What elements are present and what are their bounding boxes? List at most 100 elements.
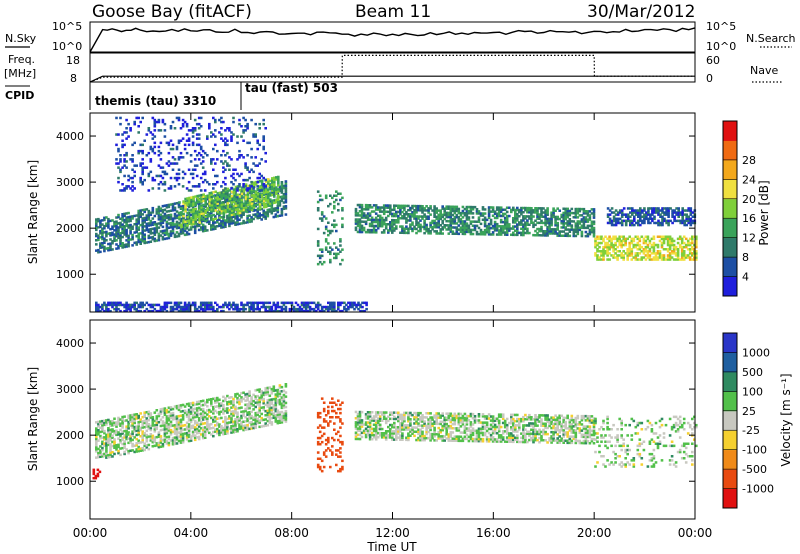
heatmap-cell: [254, 135, 257, 138]
heatmap-cell: [681, 209, 684, 212]
heatmap-cell: [109, 232, 112, 235]
heatmap-cell: [459, 218, 463, 221]
heatmap-cell: [163, 229, 167, 232]
heatmap-cell: [214, 135, 217, 138]
heatmap-cell: [153, 411, 157, 414]
heatmap-cell: [524, 223, 527, 226]
y-tick-label: 1000: [56, 268, 84, 281]
heatmap-cell: [608, 239, 611, 243]
heatmap-cell: [119, 234, 122, 237]
heatmap-cell: [356, 222, 360, 225]
heatmap-cell: [97, 431, 100, 434]
heatmap-cell: [634, 252, 638, 255]
heatmap-cell: [147, 309, 151, 313]
heatmap-cell: [592, 210, 596, 213]
heatmap-cell: [322, 260, 326, 264]
heatmap-cell: [489, 218, 493, 222]
heatmap-cell: [195, 174, 199, 178]
heatmap-cell: [173, 162, 177, 165]
heatmap-cell: [214, 225, 217, 228]
heatmap-cell: [272, 207, 276, 210]
heatmap-cell: [672, 248, 676, 251]
heatmap-cell: [314, 309, 318, 313]
heatmap-cell: [405, 225, 408, 228]
heatmap-cell: [439, 211, 442, 214]
heatmap-cell: [566, 234, 569, 238]
heatmap-cell: [145, 307, 149, 311]
heatmap-cell: [214, 143, 217, 147]
heatmap-cell: [469, 207, 473, 211]
heatmap-cell: [268, 309, 272, 313]
heatmap-cell: [449, 226, 453, 229]
heatmap-cell: [177, 176, 181, 180]
heatmap-cell: [187, 412, 191, 416]
heatmap-cell: [113, 421, 116, 425]
heatmap-cell: [165, 427, 169, 431]
heatmap-cell: [264, 151, 267, 155]
heatmap-cell: [651, 217, 654, 221]
heatmap-cell: [218, 413, 221, 416]
heatmap-cell: [546, 234, 549, 237]
heatmap-cell: [147, 222, 151, 225]
heatmap-cell: [364, 206, 368, 209]
heatmap-cell: [538, 234, 541, 237]
heatmap-cell: [254, 191, 258, 194]
heatmap-cell: [439, 213, 442, 217]
heatmap-cell: [173, 202, 177, 205]
heatmap-cell: [212, 412, 215, 415]
heatmap-cell: [226, 432, 229, 435]
heatmap-cell: [256, 139, 259, 142]
heatmap-cell: [214, 430, 217, 433]
heatmap-cell: [514, 215, 517, 218]
heatmap-cell: [95, 232, 98, 236]
heatmap-cell: [516, 219, 519, 222]
heatmap-cell: [405, 210, 408, 214]
heatmap-cell: [646, 254, 650, 257]
heatmap-cell: [411, 206, 414, 210]
heatmap-cell: [222, 395, 225, 399]
heatmap-cell: [163, 428, 167, 431]
heatmap-cell: [246, 208, 249, 212]
heatmap-cell: [185, 187, 189, 190]
heatmap-cell: [532, 215, 535, 218]
heatmap-cell: [129, 435, 132, 438]
heatmap-cell: [234, 428, 237, 431]
heatmap-cell: [586, 214, 590, 217]
heatmap-cell: [119, 428, 122, 432]
heatmap-cell: [210, 301, 213, 305]
heatmap-cell: [628, 254, 631, 257]
heatmap-cell: [366, 218, 370, 221]
heatmap-cell: [222, 180, 225, 184]
heatmap-cell: [267, 202, 270, 206]
heatmap-cell: [149, 232, 153, 235]
heatmap-cell: [374, 204, 378, 207]
heatmap-cell: [216, 405, 219, 408]
heatmap-cell: [121, 145, 124, 149]
heatmap-cell: [157, 431, 161, 434]
heatmap-cell: [639, 215, 642, 218]
heatmap-cell: [419, 229, 422, 233]
heatmap-cell: [477, 212, 481, 215]
heatmap-cell: [121, 417, 124, 421]
heatmap-cell: [501, 212, 505, 216]
heatmap-cell: [238, 218, 241, 221]
heatmap-cell: [399, 206, 402, 210]
heatmap-cell: [395, 225, 398, 228]
heatmap-cell: [187, 417, 191, 420]
heatmap-cell: [626, 252, 629, 255]
heatmap-cell: [129, 307, 132, 311]
heatmap-cell: [201, 215, 205, 218]
heatmap-cell: [123, 220, 126, 224]
heatmap-cell: [606, 215, 610, 218]
heatmap-cell: [548, 225, 551, 229]
heatmap-cell: [208, 410, 211, 414]
heatmap-cell: [415, 215, 418, 218]
heatmap-cell: [678, 245, 682, 249]
heatmap-cell: [667, 221, 670, 225]
heatmap-cell: [99, 426, 102, 429]
heatmap-cell: [415, 211, 418, 214]
heatmap-cell: [161, 217, 165, 220]
heatmap-cell: [117, 222, 120, 225]
heatmap-cell: [197, 127, 201, 130]
heatmap-cell: [121, 446, 124, 450]
